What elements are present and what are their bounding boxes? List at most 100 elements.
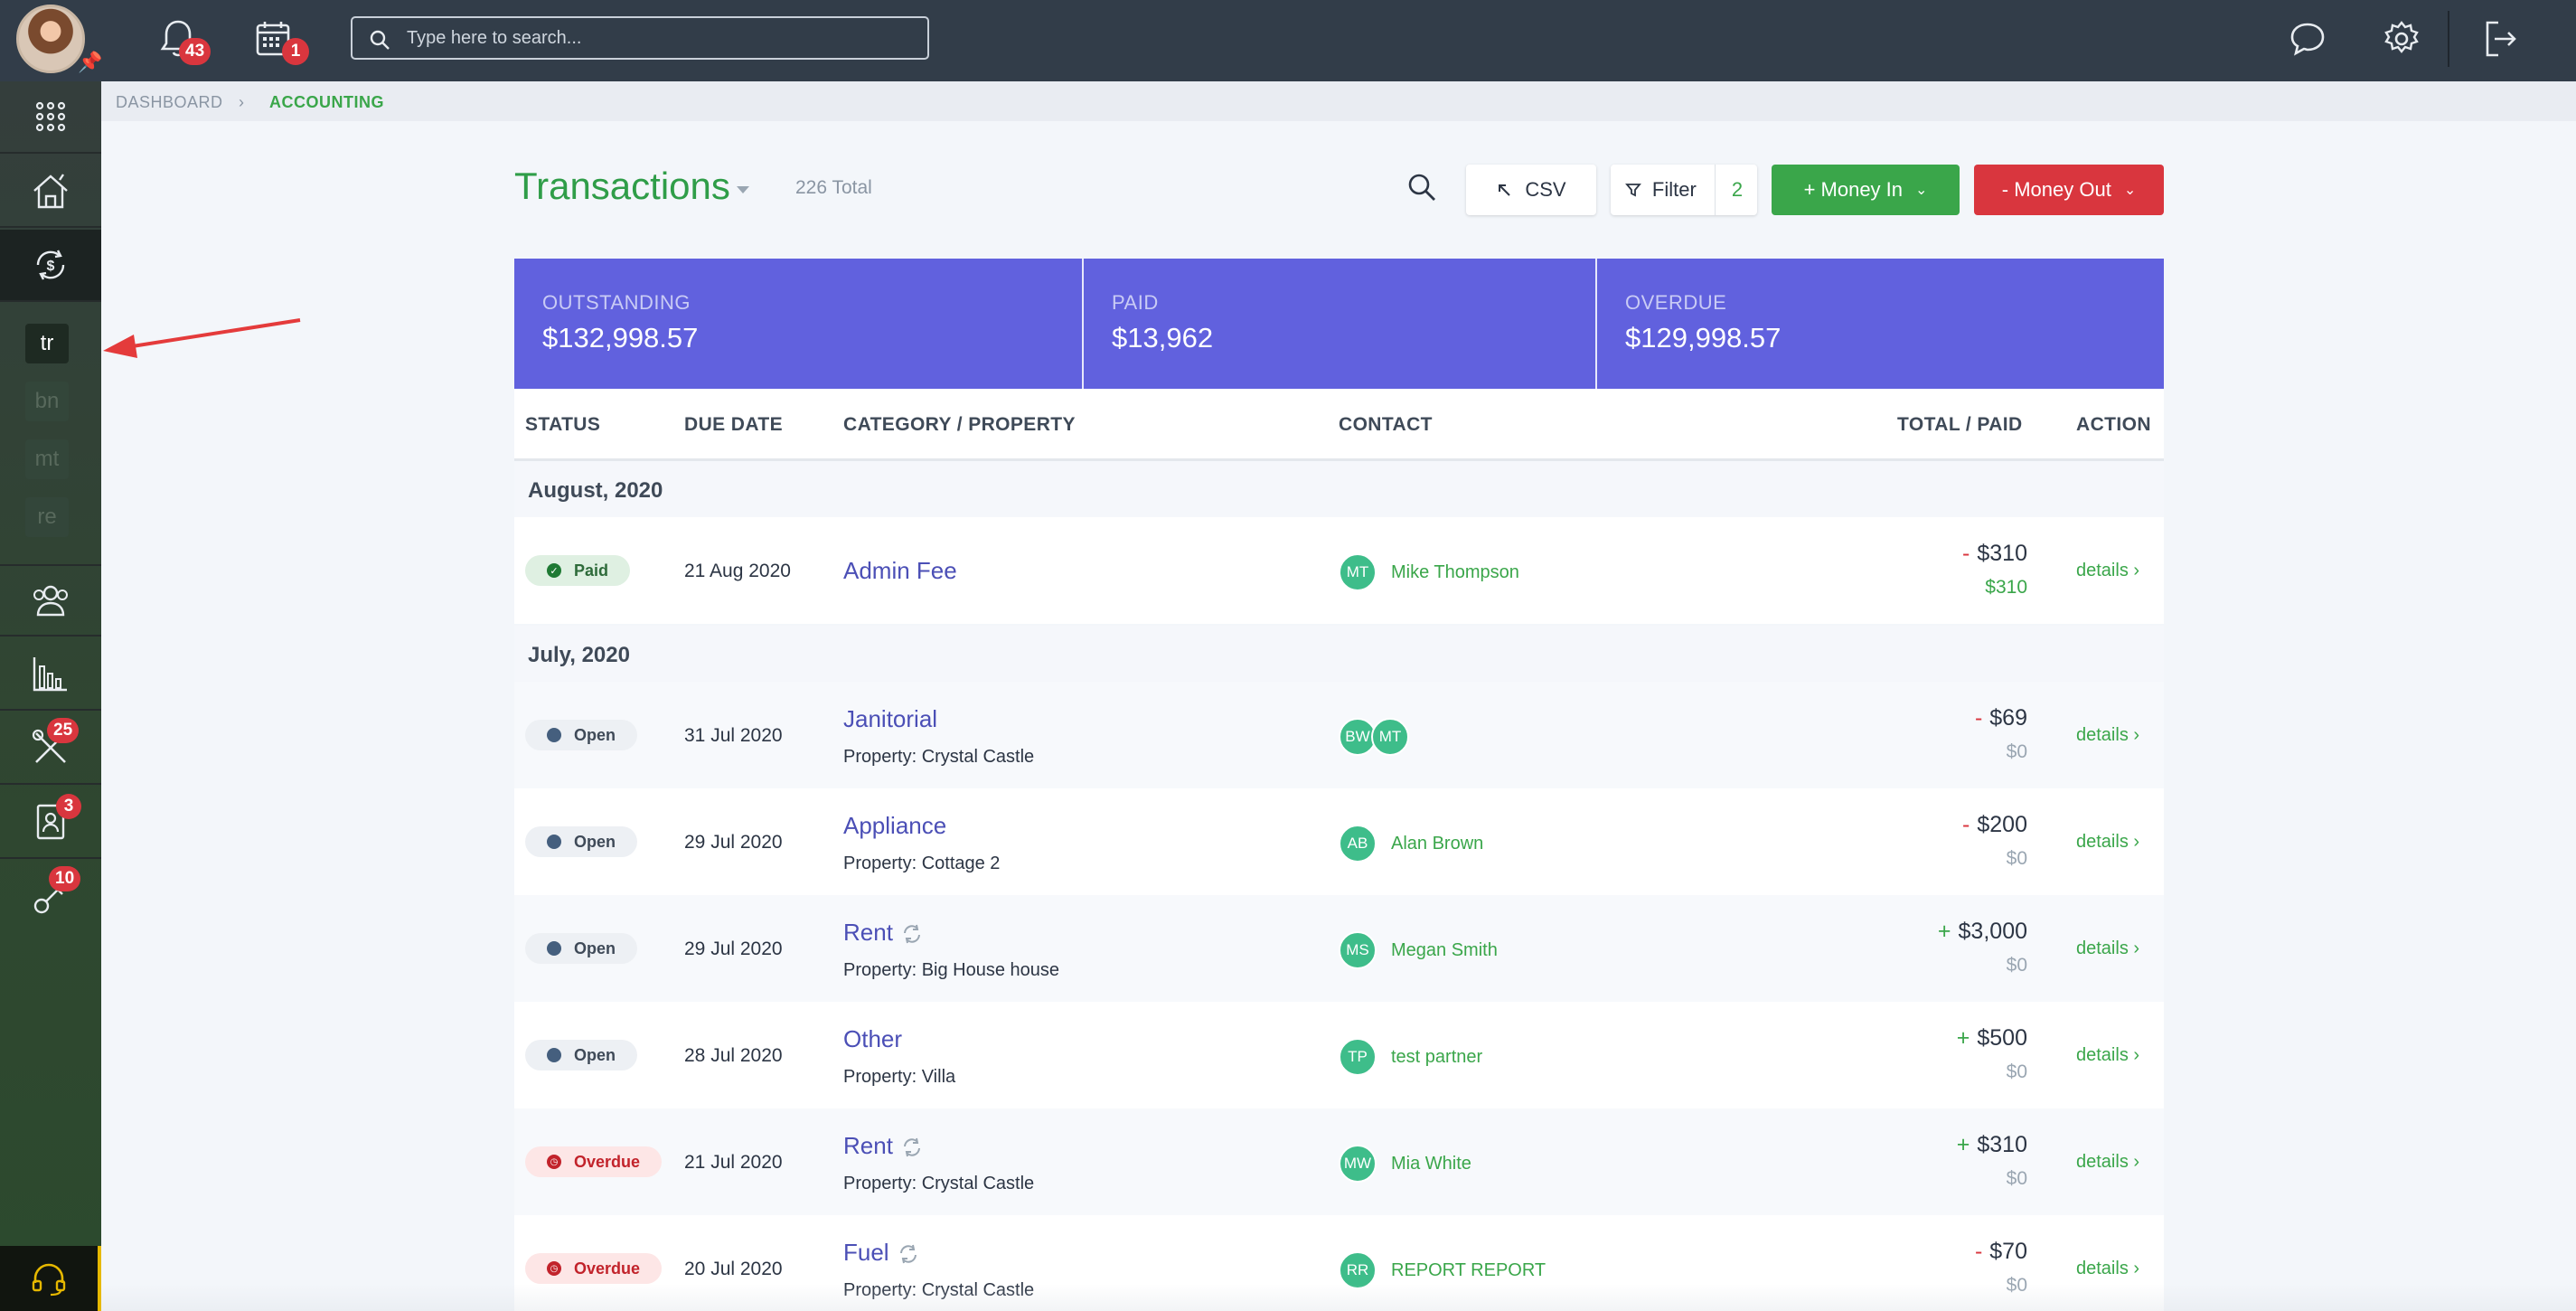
contact-cell[interactable]: AB Alan Brown <box>1339 825 1483 863</box>
contact-cell[interactable]: TP test partner <box>1339 1038 1482 1076</box>
recurring-icon <box>903 924 920 944</box>
details-link[interactable]: details › <box>2076 725 2139 746</box>
sidebar-item-keys[interactable]: 10 <box>0 861 101 933</box>
contact-cell[interactable]: MS Megan Smith <box>1339 931 1498 969</box>
sidebar-item-people[interactable] <box>0 564 101 637</box>
category-link[interactable]: Appliance <box>843 812 946 840</box>
contact-avatar: MT <box>1371 718 1409 756</box>
details-label: details <box>2076 1259 2129 1278</box>
table-row[interactable]: ◷ Overdue 21 Jul 2020 Rent Property: Crys… <box>514 1108 2164 1215</box>
check-circle-icon: ✓ <box>547 563 561 578</box>
details-link[interactable]: details › <box>2076 1259 2139 1279</box>
status-dot-icon <box>547 728 561 742</box>
support-button[interactable] <box>0 1246 101 1311</box>
category-label: Appliance <box>843 812 947 839</box>
contact-name: REPORT REPORT <box>1391 1259 1547 1280</box>
category-label: Other <box>843 1025 903 1052</box>
search-input[interactable] <box>407 24 913 52</box>
column-status[interactable]: STATUS <box>525 414 601 435</box>
table-row[interactable]: Open 31 Jul 2020 Janitorial Property: Cr… <box>514 682 2164 788</box>
details-link[interactable]: details › <box>2076 1045 2139 1066</box>
table-row[interactable]: ✓ Paid 21 Aug 2020 Admin Fee MT Mike Thom… <box>514 517 2164 624</box>
sidebar-item-accounting[interactable]: $ <box>0 230 101 302</box>
contact-cell[interactable]: BW MT <box>1339 718 1409 756</box>
category-link[interactable]: Janitorial <box>843 705 937 733</box>
details-link[interactable]: details › <box>2076 938 2139 959</box>
amount-value: $500 <box>1977 1025 2027 1051</box>
group-header: July, 2020 <box>514 626 2164 682</box>
settings-button[interactable] <box>2379 16 2424 61</box>
contact-cell[interactable]: MW Mia White <box>1339 1145 1471 1183</box>
recurring-icon <box>903 1137 920 1157</box>
amount-value: $70 <box>1989 1239 2027 1264</box>
contact-cell[interactable]: RR REPORT REPORT <box>1339 1251 1546 1289</box>
sidebar-sub-bn[interactable]: bn <box>25 382 69 421</box>
property-label: Property: Crystal Castle <box>843 1174 1035 1193</box>
details-link[interactable]: details › <box>2076 561 2139 581</box>
category-link[interactable]: Rent <box>843 1132 924 1160</box>
sidebar-sub-mt[interactable]: mt <box>25 439 69 479</box>
summary-overdue: OVERDUE $129,998.57 <box>1595 259 2164 389</box>
user-avatar[interactable] <box>16 5 85 73</box>
sidebar-item-properties[interactable] <box>0 156 101 228</box>
contact-cell[interactable]: MT Mike Thompson <box>1339 553 1519 591</box>
money-out-button[interactable]: - Money Out ⌄ <box>1974 165 2164 215</box>
table-row[interactable]: Open 29 Jul 2020 Appliance Property: Cot… <box>514 788 2164 895</box>
category-label: Fuel <box>843 1239 889 1266</box>
money-out-label: - Money Out <box>2001 178 2111 201</box>
category-link[interactable]: Other <box>843 1025 902 1053</box>
filter-icon <box>1625 184 1641 197</box>
category-link[interactable]: Fuel <box>843 1239 920 1267</box>
details-link[interactable]: details › <box>2076 1152 2139 1173</box>
logout-button[interactable] <box>2478 16 2524 61</box>
contact-name: test partner <box>1391 1046 1483 1067</box>
filter-button[interactable]: Filter 2 <box>1611 165 1757 215</box>
sidebar-item-maintenance[interactable]: 25 <box>0 712 101 785</box>
contact-avatar: MW <box>1339 1145 1377 1183</box>
total-amount: + $500 <box>1957 1025 2027 1052</box>
table-search-button[interactable] <box>1406 172 1437 207</box>
amount-value: $200 <box>1977 812 2027 837</box>
sidebar-item-reports[interactable] <box>0 638 101 711</box>
amount-sign: - <box>1974 705 1983 731</box>
chevron-down-icon: ⌄ <box>2123 183 2137 198</box>
page-title[interactable]: Transactions <box>514 165 730 207</box>
status-dot-icon <box>547 941 561 956</box>
category-link[interactable]: Rent <box>843 919 924 947</box>
due-date: 31 Jul 2020 <box>684 725 783 746</box>
calendar-button[interactable]: 1 <box>251 16 309 65</box>
column-category[interactable]: CATEGORY / PROPERTY <box>843 414 1076 435</box>
money-in-button[interactable]: + Money In ⌄ <box>1772 165 1960 215</box>
amount-sign: + <box>1937 919 1951 944</box>
amount-value: $69 <box>1989 705 2027 731</box>
sidebar-sub-tr[interactable]: tr <box>25 324 69 363</box>
category-link[interactable]: Admin Fee <box>843 557 957 585</box>
title-dropdown-caret-icon[interactable] <box>737 186 749 193</box>
overdue-value: $129,998.57 <box>1625 322 1782 354</box>
notifications-button[interactable]: 43 <box>155 16 212 65</box>
sidebar-item-apps[interactable] <box>0 81 101 154</box>
sidebar-sub-re[interactable]: re <box>25 497 69 537</box>
paid-amount: $0 <box>2006 1168 2027 1189</box>
status-label: Paid <box>574 561 609 580</box>
details-link[interactable]: details › <box>2076 832 2139 853</box>
paid-amount: $0 <box>2006 848 2027 869</box>
status-badge: ✓ Paid <box>525 555 631 586</box>
table-row[interactable]: Open 28 Jul 2020 Other Property: Villa T… <box>514 1002 2164 1108</box>
chat-button[interactable] <box>2285 16 2330 61</box>
breadcrumb-dashboard[interactable]: DASHBOARD <box>116 93 223 111</box>
property-label: Property: Cottage 2 <box>843 854 1001 873</box>
column-total-paid[interactable]: TOTAL / PAID <box>1897 414 2023 435</box>
column-contact[interactable]: CONTACT <box>1339 414 1433 435</box>
column-due-date[interactable]: DUE DATE <box>684 414 783 435</box>
top-bar: 📌 43 1 <box>0 0 2576 81</box>
grid-icon <box>35 101 66 132</box>
table-row[interactable]: Open 29 Jul 2020 Rent Property: Big Hous… <box>514 895 2164 1002</box>
chevron-right-icon: › <box>2133 561 2140 580</box>
pin-icon: 📌 <box>78 51 103 73</box>
table-row[interactable]: ◷ Overdue 20 Jul 2020 Fuel Property: Crys… <box>514 1215 2164 1311</box>
paid-label: PAID <box>1112 291 1159 314</box>
sidebar-item-contacts[interactable]: 3 <box>0 787 101 859</box>
csv-export-button[interactable]: CSV <box>1466 165 1596 215</box>
contact-avatar: TP <box>1339 1038 1377 1076</box>
